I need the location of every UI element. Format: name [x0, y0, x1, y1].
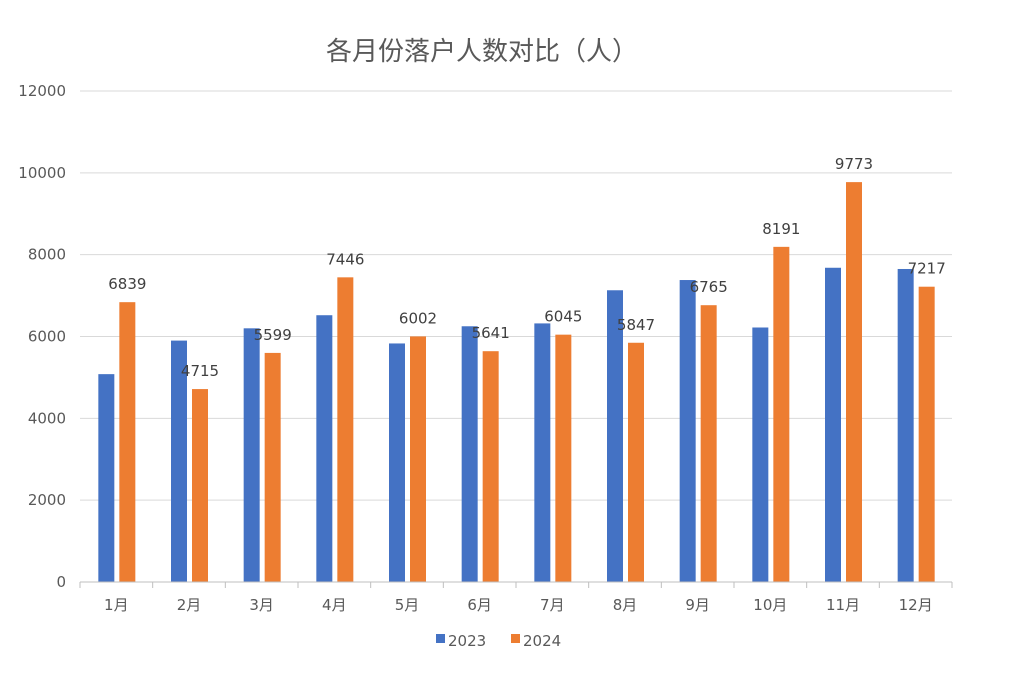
data-label: 6045	[544, 308, 582, 326]
bar-2023	[752, 327, 769, 582]
y-tick-label: 6000	[28, 328, 66, 346]
x-tick-label: 6月	[467, 596, 492, 614]
x-tick-label: 10月	[753, 596, 787, 614]
y-tick-label: 8000	[28, 246, 66, 264]
x-tick-label: 8月	[613, 596, 638, 614]
y-tick-label: 12000	[18, 82, 66, 100]
data-label: 7217	[908, 260, 946, 278]
legend-swatch	[511, 634, 520, 643]
x-tick-label: 12月	[899, 596, 933, 614]
legend-label: 2024	[523, 632, 561, 650]
y-tick-label: 4000	[28, 409, 66, 427]
data-label: 5599	[254, 326, 292, 344]
data-label: 4715	[181, 362, 219, 380]
data-label: 7446	[326, 250, 364, 268]
bar-2024	[555, 334, 572, 582]
x-tick-label: 5月	[395, 596, 420, 614]
data-label: 6002	[399, 309, 437, 327]
x-tick-label: 3月	[249, 596, 274, 614]
legend-label: 2023	[448, 632, 486, 650]
bar-2023	[243, 328, 260, 582]
bars	[98, 182, 935, 583]
bar-2023	[98, 374, 115, 582]
bar-2023	[825, 267, 841, 582]
x-tick-label: 11月	[826, 596, 860, 614]
data-labels: 6839 4715 5599 7446 6002 5641 6045 5847 6765 8191…	[108, 155, 946, 380]
bar-2023	[534, 323, 551, 582]
bar-2024	[628, 342, 644, 582]
x-tick-label: 7月	[540, 596, 565, 614]
data-label: 5847	[617, 316, 655, 334]
bar-2024	[773, 246, 790, 583]
x-tick-label: 2月	[177, 596, 202, 614]
bar-2023	[897, 268, 914, 582]
bar-2023	[461, 326, 478, 582]
bar-2024	[700, 305, 717, 582]
bar-2023	[316, 315, 333, 582]
data-label: 5641	[472, 324, 510, 342]
x-tick-label: 1月	[104, 596, 129, 614]
data-label: 6839	[108, 275, 146, 293]
data-label: 8191	[762, 220, 800, 238]
bar-2024	[119, 302, 136, 582]
grid-lines	[80, 90, 952, 501]
x-axis: 1月 2月 3月 4月 5月 6月 7月 8月 9月 10月 11月 12月	[79, 581, 953, 614]
y-axis: 0 2000 4000 6000 8000 10000 12000	[18, 82, 66, 591]
x-tick-label: 9月	[685, 596, 710, 614]
chart-title: 各月份落户人数对比（人）	[326, 37, 638, 67]
bar-2024	[192, 389, 208, 582]
bar-2024	[337, 277, 354, 582]
legend: 2023 2024	[436, 632, 561, 650]
bar-2023	[607, 290, 623, 582]
bar-2024	[918, 286, 935, 582]
legend-swatch	[436, 634, 445, 643]
bar-2024	[264, 352, 281, 582]
y-tick-label: 2000	[28, 491, 66, 509]
bar-2023	[171, 340, 187, 582]
data-label: 9773	[835, 155, 873, 173]
bar-2024	[846, 182, 862, 583]
bar-2024	[482, 351, 499, 582]
bar-2023	[679, 280, 696, 582]
y-tick-label: 0	[56, 573, 66, 591]
bar-2023	[389, 343, 405, 582]
y-tick-label: 10000	[18, 164, 66, 182]
x-tick-label: 4月	[322, 596, 347, 614]
bar-2024	[410, 336, 426, 582]
data-label: 6765	[690, 278, 728, 296]
